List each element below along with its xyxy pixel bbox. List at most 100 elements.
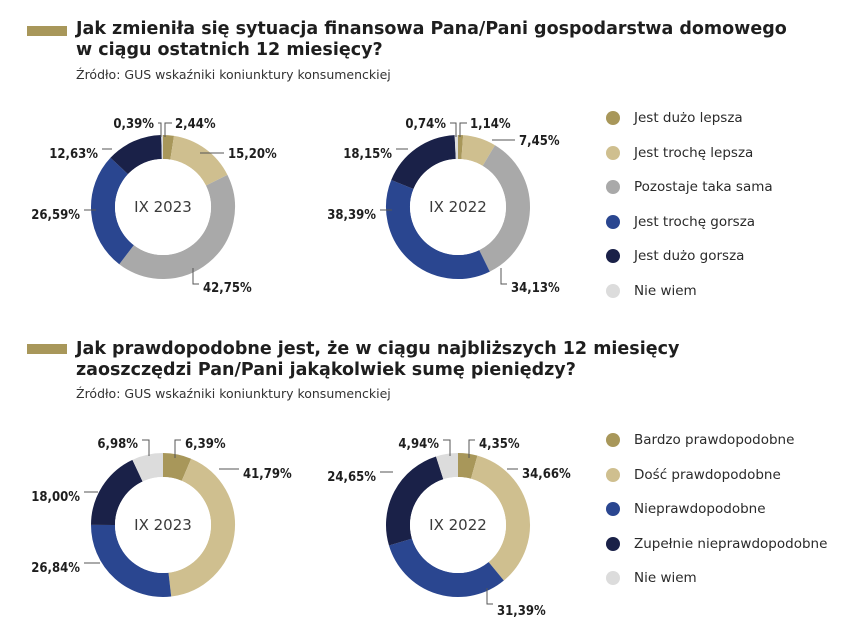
donut-slice — [162, 453, 192, 482]
legend-label: Nie wiem — [634, 570, 697, 587]
leader-line — [164, 122, 172, 137]
legend-label: Pozostaje taka sama — [634, 179, 773, 196]
data-label: 31,39% — [497, 604, 546, 619]
title-accent-bar — [27, 26, 67, 36]
legend-item: Bardzo prawdopodobne — [606, 430, 846, 450]
legend-item: Nie wiem — [606, 281, 846, 301]
section-financial-situation: Jak zmieniła się sytuacja finansowa Pana… — [0, 0, 853, 320]
legend-swatch — [606, 111, 620, 125]
donut-center-label: IX 2023 — [134, 516, 192, 534]
legend-item: Dość prawdopodobne — [606, 465, 846, 485]
legend-item: Jest trochę lepsza — [606, 143, 846, 163]
donut-slice — [386, 180, 490, 279]
leader-line — [500, 268, 507, 285]
legend-swatch — [606, 180, 620, 195]
legend-label: Zupełnie nieprawdopodobne — [634, 535, 828, 552]
data-label: 0,39% — [113, 117, 154, 132]
section-title: Jak prawdopodobne jest, że w ciągu najbl… — [76, 339, 796, 381]
donut-hole — [410, 477, 506, 573]
legend-item: Nie wiem — [606, 568, 846, 588]
leader-line — [486, 588, 493, 605]
legend-swatch — [606, 284, 620, 298]
legend-swatch — [606, 249, 620, 264]
legend-label: Nie wiem — [634, 283, 697, 299]
leader-line — [443, 439, 451, 456]
data-label: 41,79% — [243, 467, 292, 482]
legend-label: Dość prawdopodobne — [634, 466, 781, 483]
donut-slice — [132, 453, 164, 482]
data-label: 26,84% — [31, 561, 80, 576]
section-title: Jak zmieniła się sytuacja finansowa Pana… — [76, 19, 796, 61]
donut-slice — [386, 456, 444, 546]
section-savings-likelihood: Jak prawdopodobne jest, że w ciągu najbl… — [0, 320, 853, 642]
donut-slice — [91, 157, 135, 265]
data-label: 7,45% — [519, 134, 560, 149]
source-note: Źródło: GUS wskaźniki koniunktury konsum… — [76, 386, 391, 401]
legend-swatch — [606, 502, 620, 517]
donut-center-label: IX 2022 — [429, 198, 487, 216]
donut-slice — [460, 135, 495, 167]
data-label: 4,35% — [479, 437, 520, 452]
title-accent-bar — [27, 344, 67, 354]
donut-slice — [169, 135, 228, 187]
data-label: 18,00% — [31, 490, 80, 505]
leader-line — [468, 439, 475, 458]
legend-item: Zupełnie nieprawdopodobne — [606, 534, 846, 554]
legend-label: Jest dużo lepsza — [634, 110, 743, 126]
leader-line — [450, 122, 457, 137]
data-label: 24,65% — [327, 470, 376, 485]
donut-slice — [167, 458, 235, 597]
donut-slice — [391, 135, 457, 190]
title-line-2: w ciągu ostatnich 12 miesięcy? — [76, 40, 383, 60]
donut-hole — [115, 159, 211, 255]
donut-slice — [457, 453, 478, 479]
legend-label: Jest dużo gorsza — [634, 248, 745, 265]
legend-swatch — [606, 214, 620, 229]
title-line-2: zaoszczędzi Pan/Pani jakąkolwiek sumę pi… — [76, 360, 576, 380]
legend-item: Jest dużo lepsza — [606, 108, 846, 128]
donut-slice — [388, 538, 504, 597]
donut-slice — [91, 459, 144, 526]
data-label: 42,75% — [203, 281, 252, 296]
donut-slice — [436, 453, 459, 480]
leader-line — [142, 439, 150, 456]
donut-center-label: IX 2022 — [429, 516, 487, 534]
donut-hole — [410, 159, 506, 255]
data-label: 34,13% — [511, 281, 560, 296]
data-label: 4,94% — [398, 437, 439, 452]
data-label: 2,44% — [175, 117, 216, 132]
data-label: 1,14% — [470, 117, 511, 132]
legend-label: Jest trochę gorsza — [634, 213, 756, 230]
legend-swatch — [606, 433, 620, 447]
data-label: 6,39% — [185, 437, 226, 452]
legend-label: Bardzo prawdopodobne — [634, 432, 795, 448]
data-label: 38,39% — [327, 208, 376, 223]
title-line-1: Jak prawdopodobne jest, że w ciągu najbl… — [76, 339, 680, 359]
data-label: 26,59% — [31, 208, 80, 223]
legend-item: Jest trochę gorsza — [606, 212, 846, 232]
donut-slice — [110, 135, 163, 175]
data-label: 6,98% — [97, 437, 138, 452]
data-label: 12,63% — [49, 147, 98, 162]
donut-hole — [115, 477, 211, 573]
legend-label: Jest trochę lepsza — [634, 144, 754, 161]
data-label: 18,15% — [343, 147, 392, 162]
legend-swatch — [606, 145, 620, 160]
legend-item: Pozostaje taka sama — [606, 177, 846, 197]
data-label: 34,66% — [522, 467, 571, 482]
leader-line — [158, 122, 162, 137]
legend-swatch — [606, 571, 620, 586]
legend-item: Nieprawdopodobne — [606, 499, 846, 519]
donut-slice — [90, 524, 172, 597]
source-note: Źródło: GUS wskaźniki koniunktury konsum… — [76, 67, 391, 82]
data-label: 0,74% — [405, 117, 446, 132]
legend-label: Nieprawdopodobne — [634, 501, 766, 518]
legend-swatch — [606, 536, 620, 551]
legend-swatch — [606, 467, 620, 482]
donut-slice — [162, 135, 174, 160]
donut-slice — [119, 174, 235, 279]
donut-center-label: IX 2023 — [134, 198, 192, 216]
leader-line — [174, 439, 181, 458]
title-line-1: Jak zmieniła się sytuacja finansowa Pana… — [76, 19, 787, 39]
